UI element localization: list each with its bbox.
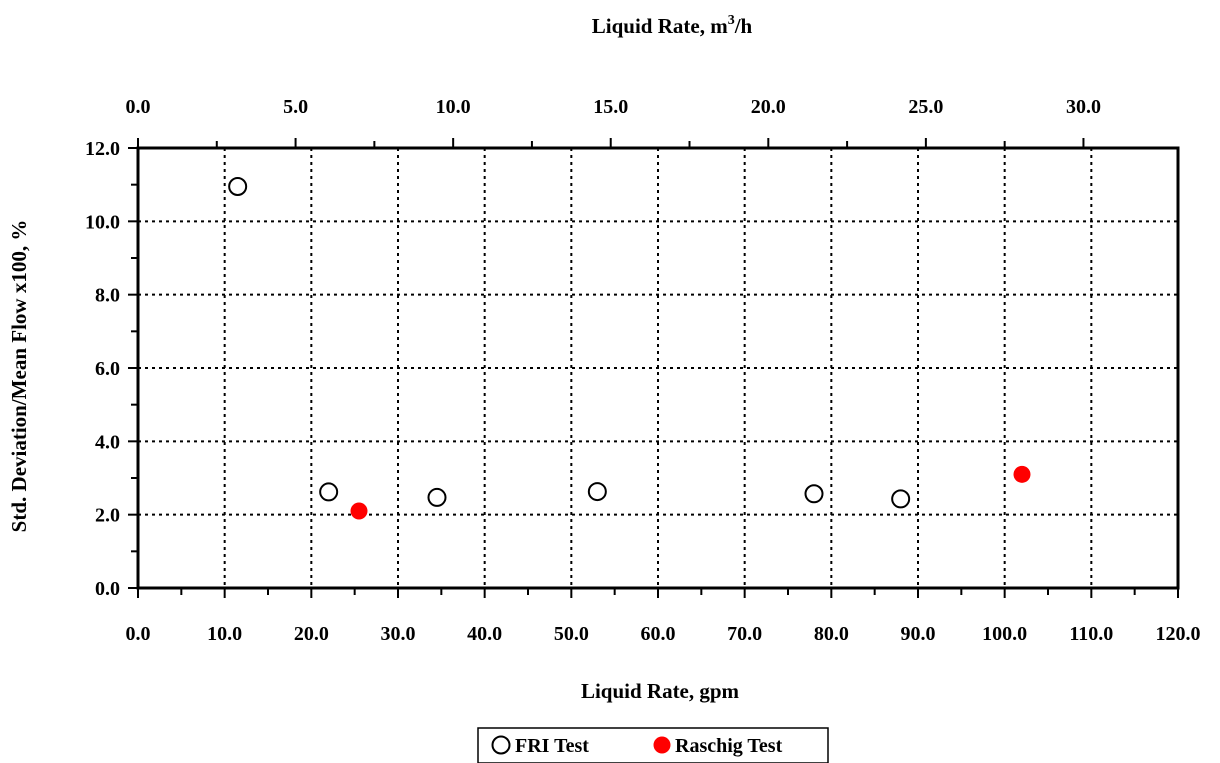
x2-tick-label: 15.0 — [593, 96, 628, 118]
data-point-fri-test — [319, 482, 339, 502]
x-tick-label: 30.0 — [381, 623, 416, 645]
data-point-raschig-test — [1013, 465, 1031, 483]
data-point-fri-test — [228, 177, 248, 196]
x-tick-label: 20.0 — [294, 623, 329, 645]
y-axis-tick-labels: 0.0 2.0 4.0 6.0 8.0 10.0 12.0 — [85, 138, 120, 600]
y-tick-label: 12.0 — [85, 138, 120, 160]
grid-lines — [138, 148, 1178, 588]
legend-marker-raschig-test — [653, 736, 671, 754]
x-tick-label: 80.0 — [814, 623, 849, 645]
x2-tick-label: 20.0 — [751, 96, 786, 118]
x2-tick-label: 30.0 — [1066, 96, 1101, 118]
x-axis-title: Liquid Rate, gpm — [581, 679, 740, 703]
x-tick-label: 0.0 — [126, 623, 151, 645]
x2-tick-label: 10.0 — [436, 96, 471, 118]
data-point-fri-test — [804, 484, 824, 504]
data-points — [228, 177, 1031, 520]
x-tick-label: 60.0 — [641, 623, 676, 645]
x-tick-label: 90.0 — [901, 623, 936, 645]
x2-tick-label: 5.0 — [283, 96, 308, 118]
x2-tick-label: 25.0 — [908, 96, 943, 118]
x-tick-label: 100.0 — [982, 623, 1027, 645]
y-axis-title: Std. Deviation/Mean Flow x100, % — [7, 220, 31, 533]
x2-tick-label: 0.0 — [126, 96, 151, 118]
legend-marker-fri-test — [491, 735, 511, 755]
top-axis-tick-labels: 0.0 5.0 10.0 15.0 20.0 25.0 30.0 — [126, 96, 1101, 118]
data-point-fri-test — [891, 489, 911, 509]
y-tick-label: 4.0 — [95, 431, 120, 453]
top-axis-title: Liquid Rate, m3/h — [592, 13, 753, 38]
x-tick-label: 120.0 — [1156, 623, 1201, 645]
data-point-fri-test — [427, 487, 447, 507]
legend: FRI Test Raschig Test — [477, 727, 829, 763]
x-axis-tick-labels: 0.0 10.0 20.0 30.0 40.0 50.0 60.0 70.0 80.0 90.0 1… — [126, 623, 1201, 645]
y-tick-label: 2.0 — [95, 505, 120, 527]
axis-ticks — [128, 138, 1179, 598]
y-tick-label: 6.0 — [95, 358, 120, 380]
legend-label-fri-test: FRI Test — [515, 735, 589, 757]
legend-label-raschig-test: Raschig Test — [675, 735, 783, 757]
x-tick-label: 70.0 — [727, 623, 762, 645]
data-point-fri-test — [587, 482, 607, 502]
y-tick-label: 10.0 — [85, 211, 120, 233]
x-tick-label: 110.0 — [1069, 623, 1113, 645]
x-tick-label: 50.0 — [554, 623, 589, 645]
y-tick-label: 0.0 — [95, 578, 120, 600]
x-tick-label: 40.0 — [467, 623, 502, 645]
data-point-raschig-test — [350, 502, 368, 520]
legend-box — [477, 727, 829, 763]
x-tick-label: 10.0 — [207, 623, 242, 645]
y-tick-label: 8.0 — [95, 285, 120, 307]
